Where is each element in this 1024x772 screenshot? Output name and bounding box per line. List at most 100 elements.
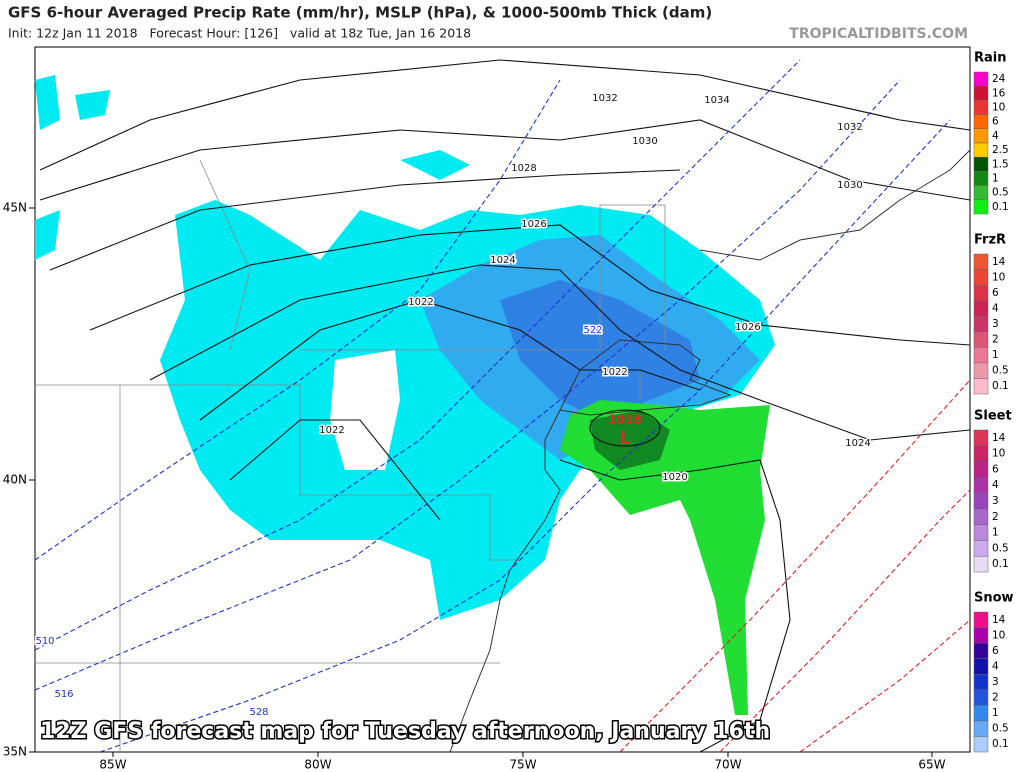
- isobar-label: 1030: [837, 180, 862, 191]
- legend-swatch: [973, 142, 989, 158]
- legend-swatch: [973, 492, 989, 510]
- legend-label: 4: [992, 660, 999, 672]
- legend-label: 1: [992, 173, 999, 185]
- lon-label: 65W: [918, 758, 945, 772]
- legend-swatch: [973, 156, 989, 172]
- caption: 12Z GFS forecast map for Tuesday afterno…: [40, 719, 770, 744]
- isobar: [229, 419, 441, 521]
- legend-label: 0.5: [992, 365, 1009, 377]
- legend-title: FrzR: [974, 233, 1006, 248]
- isobar-label: 1032: [837, 122, 862, 133]
- legend-label: 10: [992, 271, 1005, 283]
- isobar-label: 1022: [602, 367, 627, 378]
- legend-swatch: [973, 300, 989, 317]
- precip-rain-moderate: [560, 400, 770, 715]
- map-body: [35, 59, 970, 752]
- legend-label: 1: [992, 707, 999, 719]
- legend-label: 2: [992, 334, 999, 346]
- legend-label: 6: [992, 287, 999, 299]
- legend-label: 4: [992, 479, 999, 491]
- legend-swatch: [973, 627, 989, 644]
- legend-swatch: [973, 100, 989, 115]
- thickness-label: 522: [583, 325, 602, 336]
- legend-swatch: [973, 524, 989, 541]
- isobar-label: 1026: [521, 219, 546, 230]
- legend-swatch: [973, 378, 989, 395]
- legend-swatch: [973, 269, 989, 286]
- isobar: [49, 169, 681, 271]
- legend-title: Rain: [974, 51, 1007, 66]
- legend-swatch: [973, 508, 989, 525]
- isobar: [199, 299, 701, 421]
- legend-swatch: [973, 315, 989, 333]
- legend-swatch: [973, 253, 989, 270]
- legend-label: 14: [992, 432, 1006, 444]
- legend-label: 0.5: [992, 187, 1009, 199]
- lon-label: 70W: [714, 758, 741, 772]
- isobar: [39, 119, 970, 201]
- legend-label: 0.5: [992, 542, 1009, 554]
- isobar-label: 1022: [408, 297, 433, 308]
- legend-title: Snow: [974, 591, 1014, 606]
- legend-swatch: [973, 71, 989, 87]
- source: TROPICALTIDBITS.COM: [789, 26, 968, 42]
- isobar: [89, 224, 970, 346]
- legend-swatch: [973, 362, 989, 379]
- legend-label: 3: [992, 676, 999, 688]
- thickness-line: [35, 59, 801, 651]
- legend-swatch: [973, 128, 989, 144]
- thickness-label: 516: [54, 689, 73, 700]
- isobar-label: 1024: [845, 438, 870, 449]
- legend-label: 6: [992, 116, 999, 128]
- legend-label: 14: [992, 614, 1006, 626]
- precip-snow-light: [400, 150, 470, 180]
- isobar-label: 1030: [632, 136, 657, 147]
- legend-swatch: [973, 689, 989, 706]
- legend-label: 10: [992, 629, 1005, 641]
- legend-swatch: [973, 555, 989, 573]
- lat-label: 40N: [3, 473, 27, 487]
- lon-label: 80W: [304, 758, 331, 772]
- legend-label: 2.5: [992, 144, 1009, 156]
- isobar-label: 1026: [735, 322, 760, 333]
- low-pressure: 1018: [608, 413, 641, 427]
- legend-label: 2: [992, 692, 999, 704]
- isobar: [559, 459, 791, 752]
- legend-title: Sleet: [974, 409, 1012, 424]
- legend-label: 24: [992, 73, 1006, 85]
- legend-swatch: [973, 736, 989, 753]
- legend-label: 0.1: [992, 380, 1009, 392]
- legend-label: 0.1: [992, 738, 1009, 750]
- legend-swatch: [973, 720, 989, 737]
- isobar-label: 1024: [490, 255, 515, 266]
- isobar: [589, 409, 661, 447]
- legend-label: 6: [992, 645, 999, 657]
- coastline: [449, 149, 970, 752]
- legend-label: 2: [992, 511, 999, 523]
- legend-swatch: [973, 658, 989, 675]
- isobar: [39, 59, 970, 171]
- legend-label: 16: [992, 87, 1006, 99]
- legend-label: 3: [992, 318, 999, 330]
- legend-label: 6: [992, 463, 999, 475]
- thickness-line: [619, 379, 970, 752]
- legend-swatch: [973, 461, 989, 478]
- legend-label: 1.5: [992, 158, 1009, 170]
- isobar-label: 1034: [704, 95, 729, 106]
- legend-swatch: [973, 429, 989, 447]
- thickness-label: 528: [249, 707, 268, 718]
- legend-label: 10: [992, 448, 1005, 460]
- state-border: [35, 159, 666, 752]
- legend-swatch: [973, 114, 989, 130]
- thickness-line: [35, 79, 561, 561]
- isobar-label: 1032: [592, 93, 617, 104]
- legend-swatch: [973, 673, 989, 691]
- legend-swatch: [973, 199, 989, 215]
- legend-label: 4: [992, 130, 999, 142]
- legend-label: 0.1: [992, 558, 1009, 570]
- legend-label: 14: [992, 256, 1006, 268]
- thickness-label: 510: [35, 636, 54, 647]
- legend-swatch: [973, 611, 989, 628]
- legend-label: 1: [992, 527, 999, 539]
